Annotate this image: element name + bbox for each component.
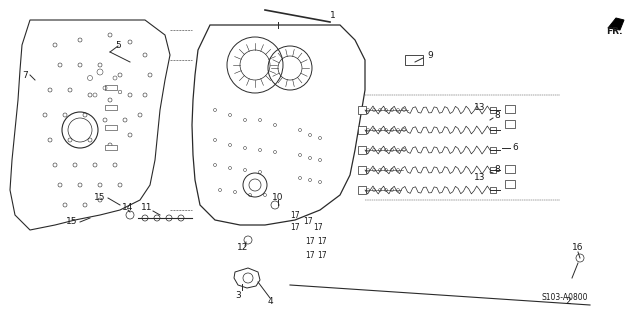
Bar <box>358 166 366 174</box>
Polygon shape <box>234 268 260 288</box>
Text: 17: 17 <box>313 224 323 233</box>
Bar <box>490 107 496 113</box>
Text: 17: 17 <box>317 238 327 247</box>
Text: 10: 10 <box>272 194 284 203</box>
Circle shape <box>576 254 584 262</box>
Bar <box>490 167 496 173</box>
Polygon shape <box>10 20 170 230</box>
Polygon shape <box>192 25 365 225</box>
Bar <box>358 146 366 154</box>
Text: 2: 2 <box>565 298 571 307</box>
Bar <box>490 187 496 193</box>
Bar <box>358 186 366 194</box>
Text: 17: 17 <box>305 250 315 259</box>
Bar <box>490 147 496 153</box>
Bar <box>358 106 366 114</box>
Polygon shape <box>608 18 624 30</box>
Text: 8: 8 <box>494 110 500 120</box>
Text: 17: 17 <box>290 224 300 233</box>
Text: 13: 13 <box>474 103 486 113</box>
Text: 17: 17 <box>290 211 300 219</box>
Text: 6: 6 <box>512 144 518 152</box>
Text: 7: 7 <box>22 70 28 79</box>
Bar <box>105 85 117 90</box>
Bar <box>105 145 117 150</box>
Text: 17: 17 <box>305 238 315 247</box>
Bar <box>105 105 117 110</box>
Text: S103-A0800: S103-A0800 <box>541 293 588 302</box>
Text: 13: 13 <box>474 174 486 182</box>
Text: 17: 17 <box>317 250 327 259</box>
Bar <box>505 165 515 173</box>
Text: 8: 8 <box>494 166 500 174</box>
Text: 3: 3 <box>235 292 241 300</box>
Text: FR.: FR. <box>605 27 622 36</box>
Bar <box>505 120 515 128</box>
Bar <box>105 125 117 130</box>
Bar <box>490 127 496 133</box>
Text: 11: 11 <box>141 204 153 212</box>
Text: 12: 12 <box>237 243 249 253</box>
Text: 9: 9 <box>427 50 433 60</box>
Bar <box>405 55 423 65</box>
Text: 16: 16 <box>572 243 584 253</box>
Text: 5: 5 <box>115 41 121 49</box>
Bar <box>358 126 366 134</box>
Text: 15: 15 <box>94 194 106 203</box>
Text: 14: 14 <box>122 203 134 211</box>
Text: 4: 4 <box>267 298 273 307</box>
Text: 1: 1 <box>330 11 336 19</box>
Text: 15: 15 <box>67 218 77 226</box>
Bar <box>505 105 515 113</box>
Text: 17: 17 <box>303 218 313 226</box>
Bar <box>505 180 515 188</box>
